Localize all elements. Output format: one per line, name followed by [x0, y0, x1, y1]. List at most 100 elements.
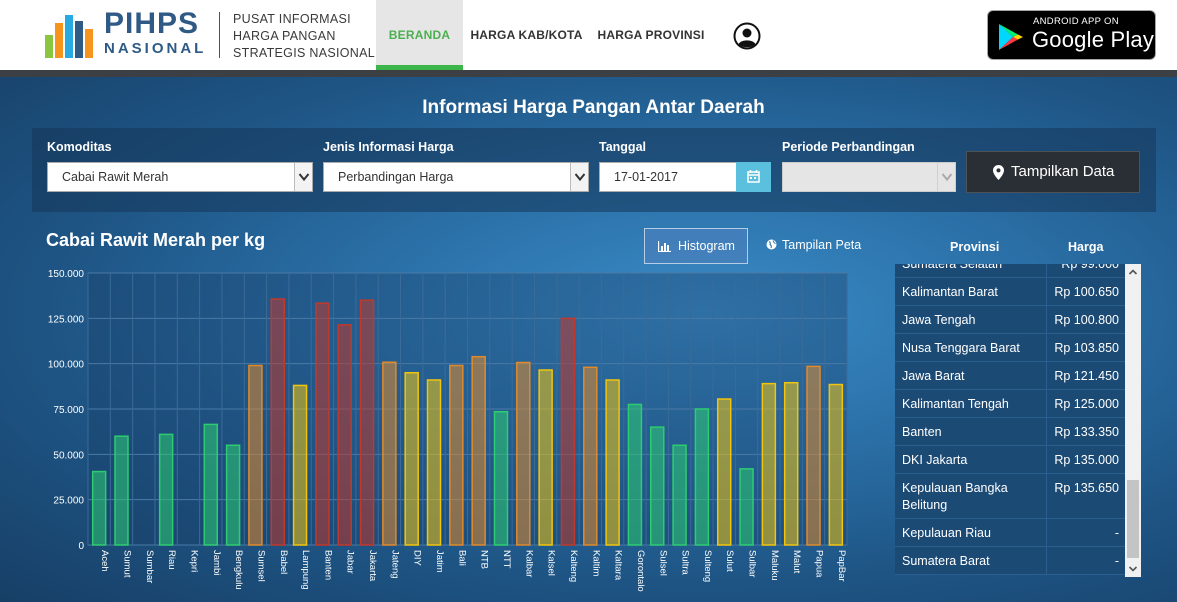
komoditas-select[interactable]: Cabai Rawit Merah	[47, 162, 313, 192]
peta-toggle[interactable]: Tampilan Peta	[766, 238, 861, 252]
bar	[783, 381, 799, 546]
histogram-label: Histogram	[678, 239, 735, 253]
histogram-toggle[interactable]: Histogram	[644, 228, 748, 264]
harga-cell: Rp 99.000	[1061, 264, 1119, 271]
table-scrollbar[interactable]	[1125, 264, 1141, 577]
harga-cell: Rp 135.650	[1054, 481, 1119, 495]
bar	[158, 433, 174, 546]
x-tick-label: Jakarta	[367, 550, 378, 582]
x-tick-label: Sulut	[724, 550, 735, 572]
chevron-down-icon	[937, 163, 955, 191]
x-tick-label: Kaltara	[613, 550, 624, 581]
logo-wordmark: PIHPS	[104, 7, 200, 40]
calendar-button[interactable]	[736, 162, 771, 192]
harga-column-header: Harga	[1068, 240, 1104, 254]
x-tick-label: Sulbar	[747, 550, 758, 577]
tampilkan-data-button[interactable]: Tampilkan Data	[966, 151, 1140, 193]
bar	[449, 364, 464, 546]
x-tick-label: Sumbar	[144, 550, 155, 583]
x-tick-label: Banten	[322, 550, 333, 580]
scroll-up-icon[interactable]	[1125, 264, 1141, 280]
nav-harga-kab-kota[interactable]: HARGA KAB/KOTA	[470, 28, 583, 42]
user-account-icon[interactable]	[733, 22, 761, 50]
calendar-icon	[747, 170, 760, 183]
provinsi-cell: Sumatera Selatan	[902, 264, 1003, 271]
logo-divider	[219, 12, 220, 58]
harga-cell: Rp 135.000	[1054, 453, 1119, 467]
table-row: Jawa Tengah Rp 100.800	[895, 306, 1125, 334]
provinsi-cell: Jawa Tengah	[902, 313, 976, 327]
bar	[605, 379, 620, 546]
bar	[716, 398, 732, 546]
provinsi-cell: Sumatera Barat	[902, 554, 990, 568]
y-tick-label: 0	[78, 541, 84, 552]
x-tick-label: Bengkulu	[233, 550, 244, 590]
column-separator	[1046, 519, 1047, 546]
table-row: Kepulauan Bangka Belitung Rp 135.650	[895, 474, 1125, 519]
jenis-harga-select[interactable]: Perbandingan Harga	[323, 162, 589, 192]
bar	[91, 470, 107, 546]
periode-select[interactable]	[782, 162, 956, 192]
harga-cell: Rp 125.000	[1054, 397, 1119, 411]
provinsi-cell: Kalimantan Tengah	[902, 397, 1009, 411]
bar	[248, 364, 263, 546]
komoditas-value: Cabai Rawit Merah	[62, 170, 169, 184]
column-separator	[1046, 418, 1047, 445]
google-play-label: Google Play	[1032, 27, 1155, 52]
scroll-down-icon[interactable]	[1125, 561, 1141, 577]
table-row: Nusa Tenggara Barat Rp 103.850	[895, 334, 1125, 362]
table-row: Jawa Barat Rp 121.450	[895, 362, 1125, 390]
top-navbar: PIHPS NASIONAL PUSAT INFORMASI HARGA PAN…	[0, 0, 1177, 70]
tanggal-input[interactable]: 17-01-2017	[599, 162, 737, 192]
bar	[225, 444, 241, 546]
tanggal-label: Tanggal	[599, 140, 646, 154]
table-row: Kalimantan Tengah Rp 125.000	[895, 390, 1125, 418]
bar	[337, 324, 352, 546]
x-tick-label: Sulsel	[657, 550, 668, 576]
provinsi-cell: Kepulauan Bangka Belitung	[902, 481, 1008, 512]
bar	[493, 410, 509, 546]
bar	[382, 361, 397, 546]
x-tick-label: Bali	[456, 550, 467, 566]
x-tick-label: Jatim	[434, 550, 445, 573]
column-separator	[1046, 446, 1047, 473]
logo-tagline: PUSAT INFORMASI HARGA PANGAN STRATEGIS N…	[233, 11, 375, 62]
provinsi-cell: Kepulauan Riau	[902, 526, 991, 540]
bar	[292, 384, 308, 546]
table-row: Sumatera Selatan Rp 99.000	[895, 264, 1125, 278]
tagline-line: PUSAT INFORMASI	[233, 12, 351, 26]
price-table-header: Provinsi Harga	[895, 232, 1141, 264]
bar	[828, 383, 844, 546]
provinsi-column-header: Provinsi	[950, 240, 1000, 254]
table-row: Sumatera Barat -	[895, 547, 1125, 575]
y-tick-label: 75.000	[53, 405, 84, 416]
column-separator	[1046, 362, 1047, 389]
table-row: Banten Rp 133.350	[895, 418, 1125, 446]
jenis-harga-value: Perbandingan Harga	[338, 170, 454, 184]
harga-cell: -	[1114, 554, 1119, 568]
x-tick-label: DIY	[412, 550, 423, 567]
bar	[315, 302, 330, 546]
scroll-thumb[interactable]	[1127, 480, 1139, 558]
bar	[516, 361, 531, 546]
y-tick-label: 100.000	[48, 360, 85, 371]
x-tick-label: NTB	[479, 550, 490, 569]
x-tick-label: Sumsel	[255, 550, 266, 582]
google-play-icon	[999, 24, 1023, 50]
nav-harga-provinsi[interactable]: HARGA PROVINSI	[597, 28, 705, 42]
bar	[426, 379, 442, 546]
x-tick-label: Kalbar	[523, 550, 534, 577]
nav-beranda[interactable]: BERANDA	[376, 0, 463, 70]
chevron-down-icon	[570, 163, 588, 191]
y-tick-label: 150.000	[48, 269, 85, 280]
table-row: DKI Jakarta Rp 135.000	[895, 446, 1125, 474]
bar	[560, 317, 576, 546]
y-tick-label: 50.000	[53, 450, 84, 461]
column-separator	[1046, 547, 1047, 574]
bar	[270, 298, 285, 546]
harga-cell: -	[1114, 526, 1119, 540]
column-separator	[1046, 390, 1047, 417]
google-play-badge[interactable]: ANDROID APP ON Google Play	[987, 10, 1156, 60]
column-separator	[1046, 474, 1047, 518]
x-tick-label: PapBar	[836, 550, 847, 582]
